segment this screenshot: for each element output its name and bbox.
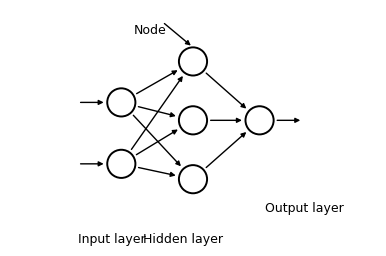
Circle shape xyxy=(179,165,207,193)
Circle shape xyxy=(107,150,135,178)
Circle shape xyxy=(245,106,274,134)
Circle shape xyxy=(179,106,207,134)
Text: Node: Node xyxy=(134,24,167,37)
Text: Output layer: Output layer xyxy=(265,202,344,215)
Circle shape xyxy=(179,47,207,76)
Text: Input layer: Input layer xyxy=(78,233,146,246)
Text: Hidden layer: Hidden layer xyxy=(143,233,223,246)
Circle shape xyxy=(107,88,135,116)
